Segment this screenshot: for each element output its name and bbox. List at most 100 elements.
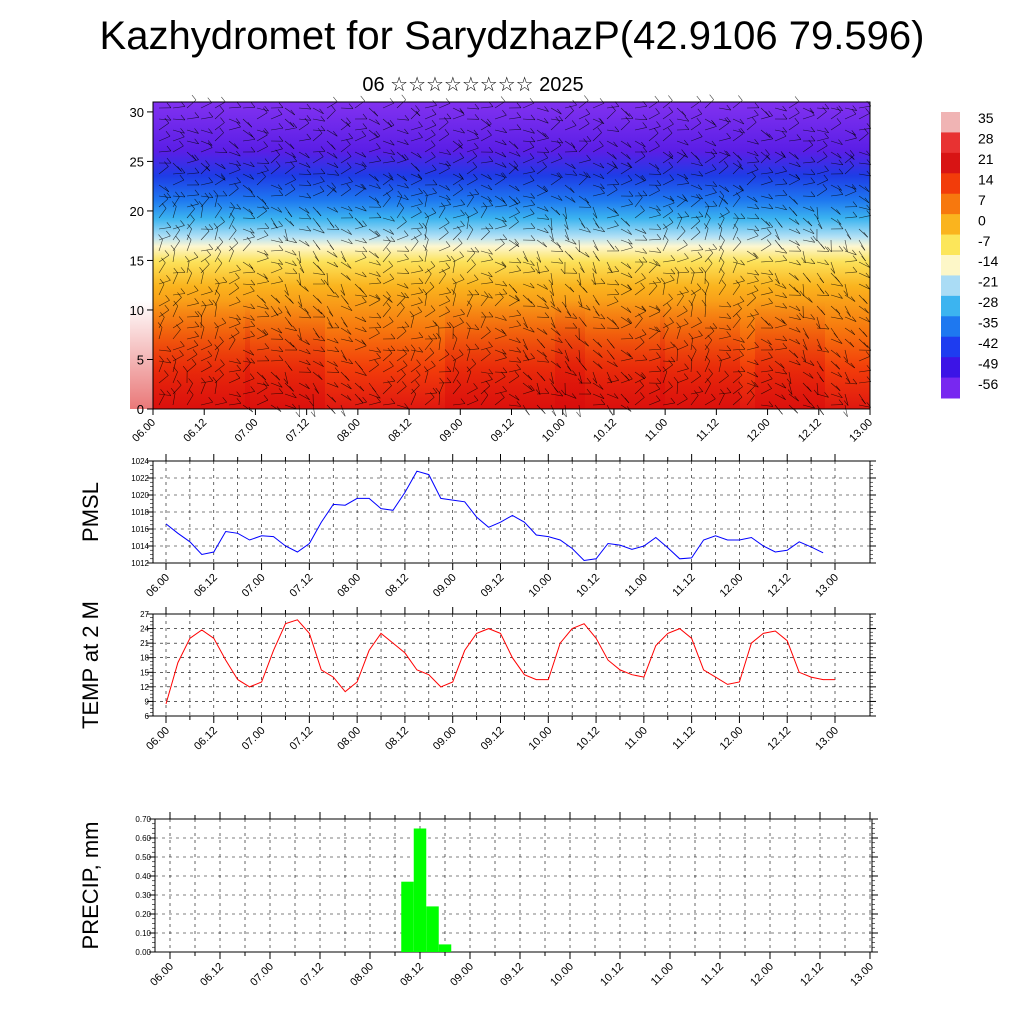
wind-barb (186, 203, 199, 208)
precip-bar (438, 944, 452, 952)
wind-barb (466, 279, 479, 285)
wind-barb-flag (612, 161, 617, 167)
wind-barb (214, 241, 224, 252)
wind-barb-flag (558, 246, 564, 252)
panel-ytick-label: 0.50 (135, 853, 151, 862)
wind-barb (830, 338, 843, 344)
wind-barb-flag (549, 290, 554, 296)
wind-barb (256, 387, 268, 395)
wind-barb-flag (516, 309, 522, 316)
wind-barb-flag (775, 278, 780, 285)
wind-barb-flag (750, 324, 755, 330)
wind-barb (200, 182, 213, 186)
panel-xtick-label: 13.00 (848, 961, 876, 989)
wind-barb-flag (529, 141, 535, 148)
wind-barb-flag (221, 163, 226, 170)
wind-barb (662, 222, 674, 230)
wind-barb (760, 280, 773, 285)
wind-barb-flag (401, 154, 407, 161)
wind-barb-flag (586, 172, 591, 178)
wind-barb (592, 382, 604, 390)
wind-barb-flag (670, 268, 676, 275)
wind-barb (312, 371, 323, 380)
wind-barb-flag (852, 378, 858, 385)
wind-barb (858, 272, 871, 279)
wind-barb-flag (160, 389, 165, 395)
wind-barb-flag (698, 386, 703, 392)
wind-barb-flag (767, 339, 772, 345)
wind-barb (172, 250, 176, 263)
wind-barb-flag (683, 239, 688, 246)
wind-barb-flag (663, 223, 668, 230)
wind-barb-flag (768, 275, 773, 282)
panel-xtick-label: 07.12 (298, 961, 326, 989)
wind-barb-flag (432, 187, 437, 194)
wind-barb-flag (346, 395, 352, 401)
wind-barb (760, 244, 772, 252)
wind-barb (746, 257, 759, 263)
wind-barb-flag (306, 192, 312, 199)
wind-barb (200, 382, 206, 395)
wind-barb (802, 144, 813, 153)
wind-barb (494, 101, 506, 109)
wind-barb (228, 118, 241, 124)
wind-barb-flag (444, 129, 450, 135)
wind-barb-flag (320, 115, 326, 122)
wind-barb (438, 103, 451, 109)
wind-barb-flag (264, 223, 270, 229)
wind-barb (494, 397, 505, 406)
wind-barb-flag (316, 222, 321, 228)
wind-barb-flag (754, 109, 759, 116)
wind-barb-flag (235, 327, 240, 333)
wind-barb (396, 159, 409, 164)
wind-barb (508, 404, 521, 407)
wind-barb-flag (487, 196, 492, 202)
wind-barb (452, 157, 464, 164)
wind-barb-flag (571, 393, 577, 399)
wind-barb-flag (827, 246, 832, 253)
wind-barb-flag (865, 316, 871, 323)
wind-barb-flag (726, 352, 731, 358)
wind-barb (676, 344, 689, 351)
wind-barb-flag (212, 376, 218, 383)
wind-barb-flag (215, 289, 220, 296)
wind-barb (648, 261, 661, 267)
wind-barb-flag (754, 252, 759, 259)
wind-barb-flag (614, 375, 619, 381)
wind-barb-flag (488, 249, 493, 255)
wind-barb-flag (751, 117, 757, 123)
wind-barb-flag (795, 240, 800, 246)
wind-barb (242, 283, 255, 286)
wind-barb (438, 393, 441, 406)
wind-barb-flag (737, 391, 743, 398)
wind-barb (662, 360, 675, 363)
wind-barb-flag (315, 244, 321, 250)
wind-barb (382, 239, 395, 242)
wind-barb-flag (810, 177, 815, 183)
wind-barb-flag (530, 326, 535, 333)
wind-barb-flag (472, 151, 478, 157)
wind-barb (522, 195, 535, 199)
wind-barb-flag (863, 342, 868, 348)
wind-barb-flag (782, 113, 788, 120)
wind-barb-flag (277, 307, 283, 313)
wind-barb-flag (170, 387, 176, 394)
heatmap-warm-cell (130, 300, 250, 409)
wind-barb (270, 360, 283, 362)
wind-barb-flag (277, 263, 283, 269)
wind-barb (410, 393, 417, 406)
wind-barb (718, 316, 731, 319)
wind-barb (522, 250, 529, 262)
wind-barb (452, 403, 465, 406)
wind-barb (158, 349, 171, 352)
wind-barb-flag (488, 277, 494, 283)
heatmap-xtick-label: 07.00 (233, 417, 261, 445)
wind-barb (424, 169, 437, 175)
wind-barb-flag (751, 380, 756, 386)
wind-barb-flag (768, 110, 773, 117)
panel-xtick-label: 09.00 (448, 961, 476, 989)
wind-barb (746, 385, 756, 395)
wind-barb-flag (188, 378, 193, 384)
wind-barb-flag (668, 293, 673, 299)
